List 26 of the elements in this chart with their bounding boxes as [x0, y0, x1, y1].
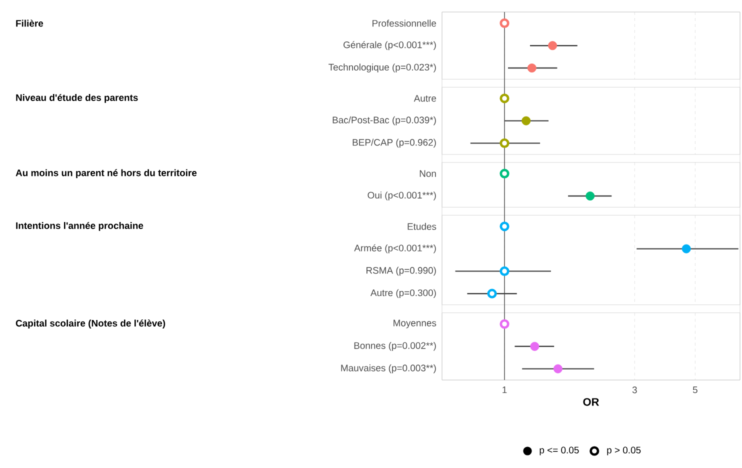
text: Filière: [16, 20, 44, 27]
y-tick-label: BEP/CAP (p=0.962): [352, 138, 436, 148]
text: Niveau d'étude des parents: [16, 94, 138, 103]
y-tick-label: Etudes: [408, 222, 436, 230]
y-tick-label: Mauvaises (p=0.003**): [341, 364, 436, 374]
x-tick-label: 5: [692, 386, 698, 394]
y-tick-label: Armée (p<0.001***): [354, 244, 436, 254]
text: Au moins un parent né hors du territoire: [16, 169, 197, 178]
y-tick-label: RSMA (p=0.990): [366, 266, 436, 276]
y-tick-label: Technologique (p=0.023*): [328, 64, 436, 72]
y-tick-label: Autre (p=0.300): [370, 289, 436, 298]
text: p <= 0.05: [540, 446, 579, 456]
y-tick-label: Bonnes (p=0.002**): [354, 342, 436, 351]
x-axis-title: OR: [583, 398, 599, 406]
y-tick-label: Non: [420, 170, 436, 177]
x-tick-label: 3: [632, 386, 637, 394]
y-tick-label: Bac/Post-Bac (p=0.039*): [332, 116, 436, 126]
y-tick-label: Moyennes: [394, 320, 436, 328]
text: Capital scolaire (Notes de l'élève): [16, 320, 166, 328]
text: Intentions l'année prochaine: [16, 222, 144, 231]
y-tick-label: Autre: [414, 95, 436, 102]
x-tick-label: 1: [502, 386, 507, 394]
y-tick-label: Oui (p<0.001***): [368, 192, 436, 200]
text: p > 0.05: [607, 446, 641, 456]
y-tick-label: Générale (p<0.001***): [344, 41, 436, 50]
y-tick-label: Professionnelle: [372, 20, 436, 27]
